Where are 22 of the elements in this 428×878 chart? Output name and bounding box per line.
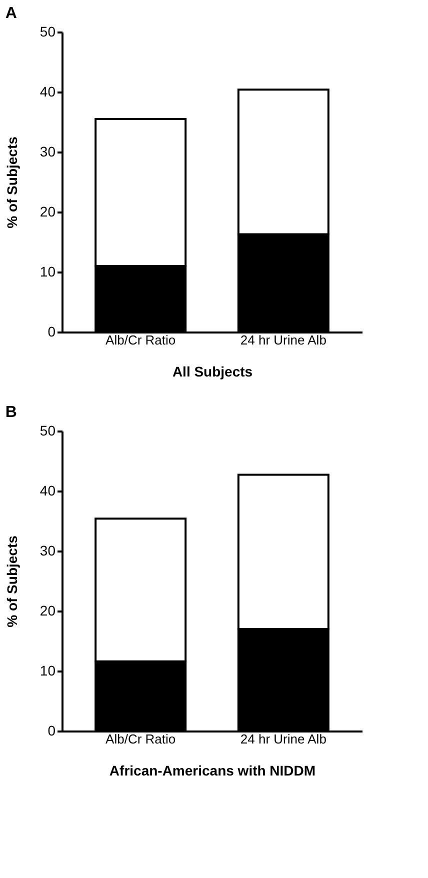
y-tick-label: 50	[40, 24, 56, 40]
y-tick-label: 10	[40, 264, 56, 280]
y-tick-label: 0	[48, 722, 56, 738]
y-tick-label: 30	[40, 144, 56, 160]
y-axis-title: % of Subjects	[4, 136, 20, 228]
x-axis-title: All Subjects	[172, 364, 253, 380]
y-tick-label: 40	[40, 482, 56, 498]
y-tick-label: 0	[48, 324, 56, 340]
x-tick-label: 24 hr Urine Alb	[240, 732, 326, 746]
y-tick-label: 30	[40, 542, 56, 558]
x-tick-label: Alb/Cr Ratio	[106, 332, 176, 348]
x-axis-title: African-Americans with NIDDM	[109, 762, 316, 778]
y-tick-label: 50	[40, 422, 56, 438]
x-tick-label: Alb/Cr Ratio	[106, 732, 176, 746]
y-tick-label: 20	[40, 602, 56, 618]
chart-title: A	[5, 5, 18, 22]
x-tick-label: 24 hr Urine Alb	[240, 332, 326, 348]
y-axis-title: % of Subjects	[4, 535, 20, 628]
chart-title: B	[5, 404, 17, 421]
y-tick-label: 40	[40, 84, 56, 100]
y-tick-label: 10	[40, 662, 56, 678]
y-tick-label: 20	[40, 204, 56, 220]
